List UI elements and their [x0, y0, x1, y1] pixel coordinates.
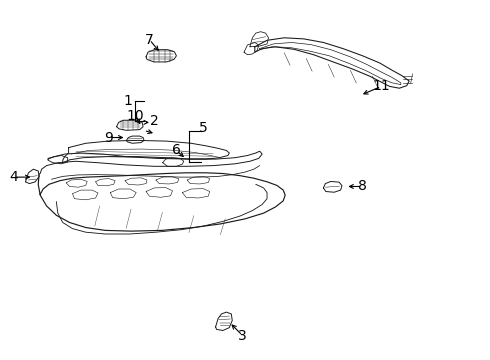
Text: 3: 3 [238, 329, 247, 342]
Text: 5: 5 [199, 121, 208, 135]
Text: 8: 8 [358, 180, 367, 193]
Text: 7: 7 [145, 33, 154, 46]
Text: 1: 1 [123, 94, 132, 108]
Text: 11: 11 [372, 80, 390, 93]
Text: 4: 4 [9, 170, 18, 184]
Text: 2: 2 [150, 114, 159, 127]
Text: 9: 9 [104, 131, 113, 144]
Text: 6: 6 [172, 144, 181, 157]
Text: 10: 10 [126, 109, 144, 123]
